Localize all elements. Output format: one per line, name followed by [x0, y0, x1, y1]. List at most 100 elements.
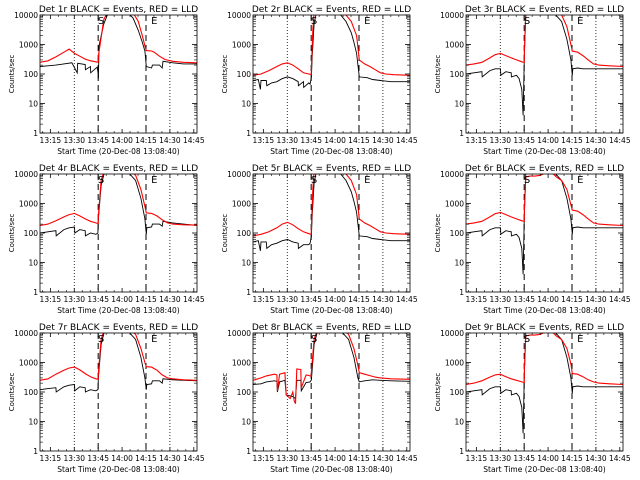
panel-det-6r: Det 6r BLACK = Events, RED = LLD Start Ti…: [434, 164, 631, 315]
x-tick-label: 14:00: [111, 454, 133, 463]
x-tick-label: 14:15: [348, 295, 370, 304]
series-line-lld: [466, 15, 623, 68]
y-tick-label: 10: [454, 100, 464, 109]
x-tick-label: 14:45: [396, 295, 418, 304]
x-tick-label: 14:30: [159, 454, 181, 463]
y-tick-label: 100: [24, 388, 39, 397]
y-tick-label: 1000: [445, 41, 464, 50]
x-tick-label: 14:00: [111, 295, 133, 304]
interval-marker-s: S: [524, 175, 530, 186]
y-tick-label: 1: [33, 129, 38, 138]
series-line-events: [40, 333, 197, 393]
plot-frame: [465, 332, 624, 452]
x-tick-label: 13:15: [40, 295, 62, 304]
series-line-events: [40, 174, 197, 237]
interval-marker-s: S: [311, 16, 317, 27]
x-tick-label: 14:15: [348, 454, 370, 463]
x-tick-label: 14:45: [183, 295, 205, 304]
x-tick-label: 14:30: [585, 295, 607, 304]
y-tick-label: 10000: [14, 11, 38, 20]
x-axis-label: Start Time (20-Dec-08 13:08:40): [483, 147, 605, 156]
y-axis-label: Counts/sec: [434, 55, 442, 94]
y-axis-label: Counts/sec: [8, 214, 16, 253]
x-axis-label: Start Time (20-Dec-08 13:08:40): [270, 306, 392, 315]
y-tick-label: 1000: [232, 41, 251, 50]
y-tick-label: 100: [450, 229, 465, 238]
y-axis-label: Counts/sec: [8, 55, 16, 94]
x-tick-label: 14:30: [585, 454, 607, 463]
y-tick-label: 10000: [14, 170, 38, 179]
x-tick-label: 13:15: [466, 136, 488, 145]
interval-marker-s: S: [311, 175, 317, 186]
y-axis-label: Counts/sec: [221, 373, 229, 412]
x-tick-label: 13:15: [40, 454, 62, 463]
y-tick-label: 1000: [445, 200, 464, 209]
y-tick-label: 10: [28, 259, 38, 268]
y-tick-label: 1000: [232, 359, 251, 368]
x-tick-label: 14:00: [324, 136, 346, 145]
y-tick-label: 100: [237, 70, 252, 79]
y-tick-label: 1: [459, 129, 464, 138]
y-tick-label: 100: [24, 229, 39, 238]
x-tick-label: 13:45: [87, 136, 109, 145]
y-tick-label: 100: [237, 229, 252, 238]
plot-frame: [39, 14, 198, 134]
y-axis-label: Counts/sec: [221, 214, 229, 253]
panel-title: Det 9r BLACK = Events, RED = LLD: [465, 323, 624, 333]
y-tick-label: 1000: [19, 41, 38, 50]
x-tick-label: 13:45: [87, 295, 109, 304]
y-tick-label: 1000: [19, 359, 38, 368]
series-line-lld: [40, 333, 197, 381]
y-axis-label: Counts/sec: [434, 373, 442, 412]
interval-marker-s: S: [311, 334, 317, 345]
x-tick-label: 13:45: [300, 295, 322, 304]
series-line-lld: [466, 333, 623, 386]
y-tick-label: 10000: [440, 329, 464, 338]
interval-marker-e: E: [577, 334, 583, 345]
series-line-lld: [253, 174, 410, 237]
y-tick-label: 1: [246, 447, 251, 456]
x-tick-label: 13:15: [466, 454, 488, 463]
plot-frame: [465, 14, 624, 134]
x-tick-label: 13:15: [40, 136, 62, 145]
x-tick-label: 14:30: [372, 295, 394, 304]
x-tick-label: 14:00: [324, 454, 346, 463]
x-tick-label: 13:30: [489, 136, 511, 145]
series-line-lld: [466, 174, 623, 227]
panel-title: Det 6r BLACK = Events, RED = LLD: [465, 164, 624, 174]
interval-marker-s: S: [98, 334, 104, 345]
x-tick-label: 13:30: [63, 136, 85, 145]
interval-marker-e: E: [151, 16, 157, 27]
interval-marker-e: E: [364, 175, 370, 186]
panel-det-4r: Det 4r BLACK = Events, RED = LLD Start Ti…: [8, 164, 205, 315]
x-tick-label: 14:45: [609, 295, 631, 304]
series-line-events: [253, 174, 410, 251]
panel-det-8r: Det 8r BLACK = Events, RED = LLD Start Ti…: [221, 323, 418, 474]
series-line-events: [466, 174, 623, 275]
x-tick-label: 13:30: [276, 295, 298, 304]
panel-det-2r: Det 2r BLACK = Events, RED = LLD Start Ti…: [221, 5, 418, 156]
x-tick-label: 13:45: [300, 454, 322, 463]
series-line-events: [40, 15, 197, 79]
x-tick-label: 14:45: [183, 454, 205, 463]
series-line-lld: [253, 333, 410, 404]
y-tick-label: 100: [450, 70, 465, 79]
x-axis-label: Start Time (20-Dec-08 13:08:40): [57, 147, 179, 156]
x-tick-label: 13:45: [300, 136, 322, 145]
x-tick-label: 14:15: [135, 454, 157, 463]
x-tick-label: 13:30: [489, 295, 511, 304]
x-tick-label: 14:45: [396, 136, 418, 145]
y-axis-label: Counts/sec: [434, 214, 442, 253]
y-tick-label: 10: [454, 259, 464, 268]
x-tick-label: 13:15: [253, 295, 275, 304]
x-tick-label: 14:15: [561, 454, 583, 463]
x-tick-label: 13:15: [253, 454, 275, 463]
panel-title: Det 4r BLACK = Events, RED = LLD: [39, 164, 198, 174]
y-tick-label: 100: [24, 70, 39, 79]
series-line-events: [466, 333, 623, 434]
interval-marker-s: S: [524, 334, 530, 345]
panel-title: Det 7r BLACK = Events, RED = LLD: [39, 323, 198, 333]
y-axis-label: Counts/sec: [221, 55, 229, 94]
x-tick-label: 13:45: [513, 295, 535, 304]
